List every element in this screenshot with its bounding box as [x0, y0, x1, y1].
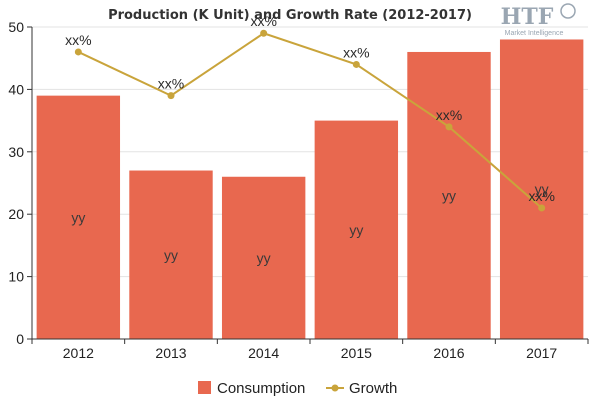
bar-value-label: yy — [71, 209, 85, 225]
bar-value-label: yy — [349, 222, 363, 238]
y-tick-label: 40 — [8, 81, 24, 97]
y-tick-label: 30 — [8, 144, 24, 160]
consumption-bar — [221, 176, 306, 339]
consumption-bar — [129, 170, 213, 339]
bar-value-label: yy — [257, 250, 271, 266]
growth-point — [260, 29, 268, 37]
growth-point — [352, 60, 360, 68]
consumption-bars — [36, 39, 584, 340]
y-tick-label: 50 — [8, 19, 24, 35]
consumption-bar — [407, 51, 491, 340]
htf-logo: HTF Market Intelligence — [501, 3, 576, 37]
x-tick-label: 2017 — [526, 345, 557, 361]
growth-value-label: xx% — [158, 76, 184, 92]
y-tick-label: 10 — [8, 269, 24, 285]
x-tick-label: 2013 — [155, 345, 186, 361]
growth-value-label: xx% — [343, 44, 369, 60]
growth-value-label: xx% — [436, 107, 462, 123]
bar-value-label: yy — [164, 247, 178, 263]
x-tick-label: 2016 — [433, 345, 464, 361]
growth-point — [538, 204, 546, 212]
logo-subtitle: Market Intelligence — [505, 30, 564, 37]
globe-icon — [560, 3, 576, 19]
x-tick-label: 2015 — [341, 345, 372, 361]
growth-labels: xx% xx% xx% xx% xx% xx% — [65, 13, 555, 204]
growth-line — [74, 29, 546, 212]
legend-consumption-label[interactable]: Consumption — [217, 380, 305, 397]
bar-value-label: yy — [442, 187, 456, 203]
consumption-bar — [499, 39, 584, 339]
x-axis-ticks: 2012 2013 2014 2015 2016 2017 — [31, 339, 589, 361]
growth-value-label: xx% — [528, 188, 554, 204]
legend-consumption-swatch[interactable] — [198, 381, 211, 394]
growth-line-path — [77, 32, 543, 209]
y-axis-ticks: 0 10 20 30 40 50 — [8, 19, 32, 347]
x-tick-label: 2012 — [63, 345, 94, 361]
growth-value-label: xx% — [65, 32, 91, 48]
y-tick-label: 0 — [16, 331, 24, 347]
growth-point — [445, 123, 453, 131]
legend-growth-marker[interactable] — [331, 384, 339, 392]
consumption-bar — [36, 95, 121, 339]
y-tick-label: 20 — [8, 206, 24, 222]
consumption-bar — [314, 120, 399, 339]
growth-value-label: xx% — [250, 13, 276, 29]
axes — [31, 27, 588, 340]
bar-value-label: yy — [535, 181, 549, 197]
x-tick-label: 2014 — [248, 345, 279, 361]
legend[interactable]: Consumption Growth — [198, 380, 397, 397]
chart-title: Production (K Unit) and Growth Rate (201… — [108, 8, 472, 23]
growth-point — [74, 48, 82, 56]
bar-labels: yy yy yy yy yy yy — [71, 181, 548, 266]
growth-point — [167, 92, 175, 100]
legend-growth-label[interactable]: Growth — [349, 380, 397, 397]
logo-text: HTF — [501, 4, 554, 30]
